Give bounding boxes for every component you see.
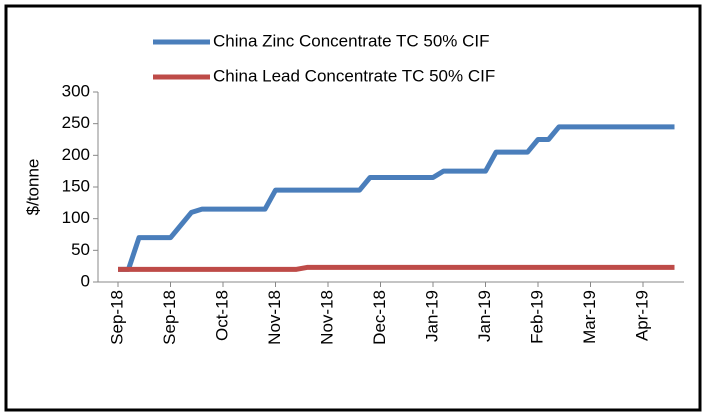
- y-axis-label: $/tonne: [23, 159, 42, 216]
- x-tick-label: Apr-19: [632, 290, 651, 341]
- x-tick-label: Mar-19: [580, 290, 599, 344]
- x-tick-label: Sep-18: [160, 290, 179, 345]
- series-line: [118, 264, 675, 272]
- x-tick-label: Nov-18: [317, 290, 336, 345]
- legend-label: China Lead Concentrate TC 50% CIF: [213, 66, 495, 85]
- x-tick-label: Oct-18: [212, 290, 231, 341]
- x-tick-label: Feb-19: [527, 290, 546, 344]
- legend-label: China Zinc Concentrate TC 50% CIF: [213, 31, 490, 50]
- y-tick-label: 50: [71, 240, 90, 259]
- y-tick-label: 0: [81, 271, 90, 290]
- y-tick-label: 100: [62, 208, 90, 227]
- x-tick-label: Dec-18: [370, 290, 389, 345]
- y-tick-label: 150: [62, 176, 90, 195]
- x-tick-label: Jan-19: [475, 290, 494, 342]
- x-tick-label: Sep-18: [107, 290, 126, 345]
- y-tick-label: 250: [62, 113, 90, 132]
- x-tick-label: Jan-19: [422, 290, 441, 342]
- series-line: [118, 124, 675, 272]
- x-tick-label: Nov-18: [265, 290, 284, 345]
- y-tick-label: 300: [62, 81, 90, 100]
- y-tick-label: 200: [62, 145, 90, 164]
- chart-frame: [4, 4, 702, 412]
